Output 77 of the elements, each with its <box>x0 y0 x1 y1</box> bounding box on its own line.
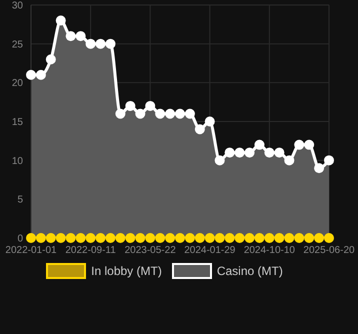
point <box>105 38 116 49</box>
point <box>145 233 156 243</box>
point <box>135 108 146 119</box>
y-tick-label: 25 <box>12 39 24 50</box>
point <box>224 233 235 243</box>
point <box>26 70 36 80</box>
point <box>234 148 245 158</box>
point <box>314 233 324 243</box>
point <box>324 233 334 243</box>
point <box>244 148 255 158</box>
point <box>66 233 76 243</box>
x-tick-label: 2022-01-01 <box>5 245 58 256</box>
point <box>264 233 274 243</box>
point <box>86 38 96 49</box>
y-tick-label: 5 <box>17 194 24 206</box>
point <box>304 140 314 150</box>
point <box>194 124 205 134</box>
point <box>214 233 225 243</box>
point <box>194 233 205 243</box>
point <box>304 233 314 243</box>
point <box>46 233 56 243</box>
y-tick-label: 0 <box>17 234 24 245</box>
point <box>254 140 264 150</box>
point <box>115 233 126 243</box>
point <box>175 233 185 243</box>
point <box>86 233 96 243</box>
point <box>214 155 225 166</box>
point <box>324 155 334 166</box>
point <box>36 70 46 80</box>
point <box>254 233 264 243</box>
x-tick-label: 2024-01-29 <box>184 245 236 256</box>
point <box>66 31 76 42</box>
point <box>105 233 116 243</box>
legend-label: In lobby (MT) <box>91 264 162 278</box>
point <box>96 233 106 243</box>
point <box>184 108 195 119</box>
y-tick-label: 30 <box>12 0 24 12</box>
point <box>165 108 176 119</box>
point <box>155 233 166 243</box>
point <box>314 163 324 174</box>
point <box>274 148 284 158</box>
point <box>284 155 294 166</box>
x-tick-label: 2023-05-22 <box>124 245 176 256</box>
point <box>294 140 304 150</box>
point <box>56 16 66 26</box>
point <box>125 233 136 243</box>
point <box>294 233 304 243</box>
y-tick-label: 10 <box>12 156 24 167</box>
x-tick-label: 2025-06-20 <box>303 245 356 256</box>
point <box>135 233 146 243</box>
point <box>56 233 66 243</box>
point <box>76 233 86 243</box>
point <box>224 148 235 158</box>
legend-label: Casino (MT) <box>216 264 283 278</box>
point <box>284 233 294 243</box>
point <box>36 233 46 243</box>
point <box>155 108 166 119</box>
point <box>115 108 126 119</box>
point <box>184 233 195 243</box>
point <box>234 233 245 243</box>
point <box>145 100 156 111</box>
point <box>125 100 136 111</box>
point <box>264 148 274 158</box>
point <box>204 116 215 126</box>
point <box>26 233 36 243</box>
point <box>175 108 185 119</box>
point <box>204 233 215 243</box>
point <box>165 233 176 243</box>
point <box>46 54 56 64</box>
point <box>76 31 86 42</box>
x-tick-label: 2024-10-10 <box>244 245 296 256</box>
y-tick-label: 15 <box>12 117 24 128</box>
point <box>274 233 284 243</box>
point <box>244 233 255 243</box>
y-tick-label: 20 <box>12 78 24 90</box>
x-tick-label: 2022-09-11 <box>65 245 116 256</box>
point <box>96 38 106 49</box>
